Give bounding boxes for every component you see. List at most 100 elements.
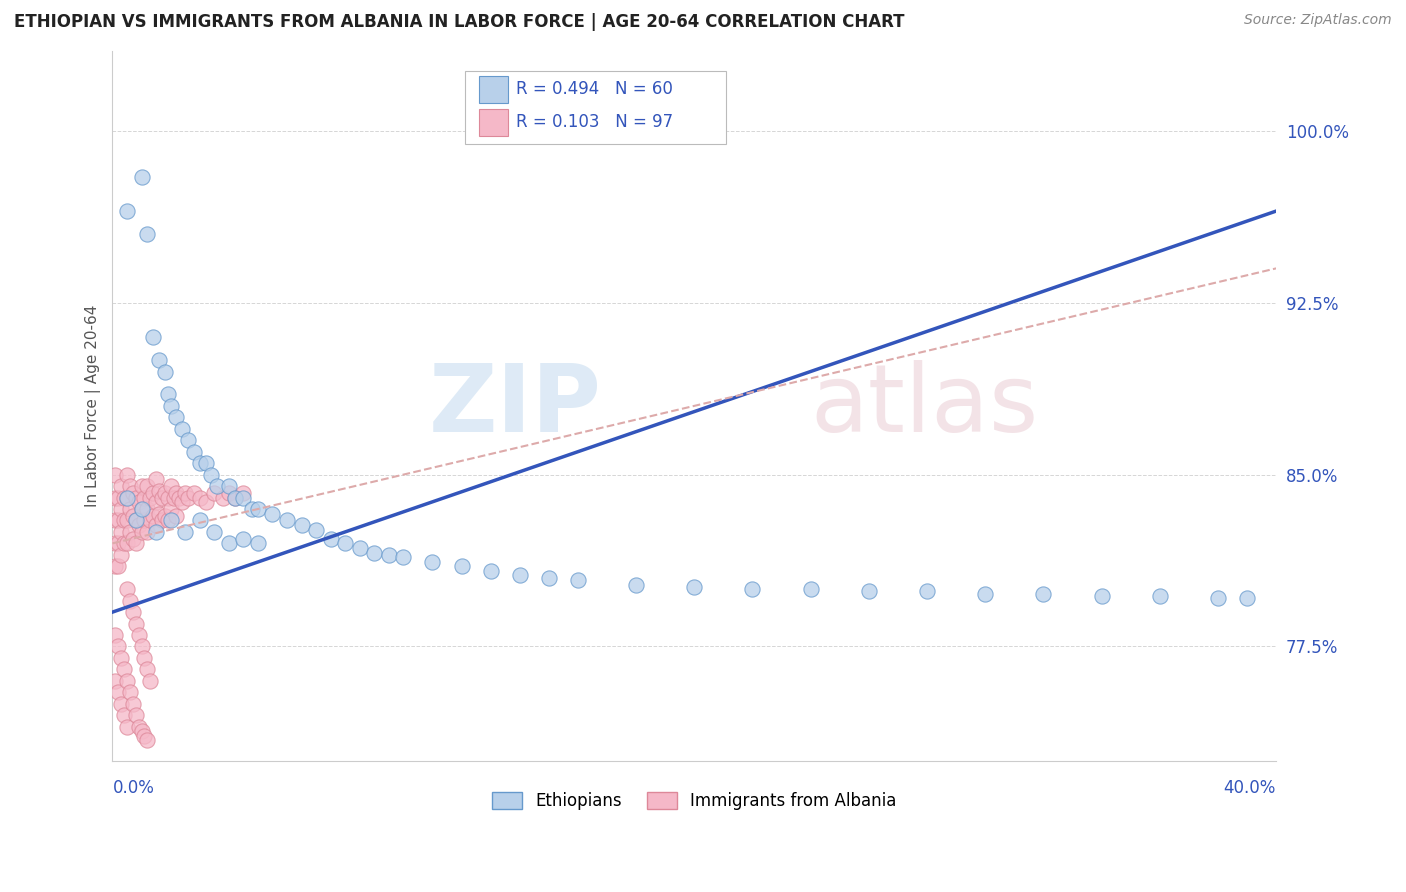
Point [145,524,167,539]
Point [165,486,187,500]
Point [125,513,148,527]
Point [134,491,156,505]
Point [112,491,135,505]
Point [172,422,194,436]
Point [145,472,167,486]
Point [112,536,135,550]
Point [136,227,159,241]
Point [218,479,240,493]
Point [110,479,132,493]
Point [262,507,284,521]
Point [110,524,132,539]
Text: 0.0%: 0.0% [112,780,155,797]
Point [378,548,401,562]
Point [136,662,159,676]
Point [115,204,138,219]
Point [136,479,159,493]
Point [118,685,141,699]
Legend: Ethiopians, Immigrants from Albania: Ethiopians, Immigrants from Albania [485,785,903,817]
Text: R = 0.494   N = 60: R = 0.494 N = 60 [516,80,673,98]
Point [131,502,153,516]
Point [224,491,246,505]
Point [290,518,312,533]
Point [150,491,173,505]
Point [240,502,263,516]
Point [115,720,138,734]
Point [121,697,143,711]
Point [107,559,129,574]
Point [479,564,502,578]
Point [218,486,240,500]
Point [128,720,150,734]
Point [110,502,132,516]
Point [145,518,167,533]
Point [148,353,170,368]
Point [104,513,127,527]
Point [118,502,141,516]
Point [115,536,138,550]
Point [125,616,148,631]
Point [148,507,170,521]
Point [624,577,647,591]
Point [107,513,129,527]
Point [145,495,167,509]
Point [305,523,328,537]
FancyBboxPatch shape [465,70,725,145]
Point [153,486,176,500]
Point [188,456,211,470]
Point [246,536,269,550]
Text: R = 0.103   N = 97: R = 0.103 N = 97 [516,113,673,131]
Point [107,536,129,550]
Point [276,513,298,527]
Text: 40.0%: 40.0% [1223,780,1277,797]
Point [121,532,143,546]
Point [112,708,135,723]
Point [112,662,135,676]
Point [174,486,197,500]
Point [131,169,153,184]
Point [142,330,165,344]
Point [202,486,225,500]
Point [139,491,162,505]
Point [974,587,997,601]
Point [1032,587,1054,601]
Point [246,502,269,516]
Point [134,651,156,665]
Point [134,513,156,527]
Point [915,584,938,599]
Point [104,673,127,688]
Point [349,541,371,555]
Point [194,456,217,470]
Point [153,364,176,378]
Point [172,495,194,509]
Point [232,486,254,500]
Point [319,532,342,546]
Text: Source: ZipAtlas.com: Source: ZipAtlas.com [1244,13,1392,28]
Text: atlas: atlas [811,359,1039,452]
Point [115,582,138,597]
Point [1149,589,1171,603]
Point [183,486,205,500]
Point [131,724,153,739]
Point [121,486,143,500]
Point [115,467,138,482]
Point [142,486,165,500]
Point [194,495,217,509]
Point [104,628,127,642]
Point [188,513,211,527]
Point [741,582,763,597]
Point [177,434,200,448]
Point [118,593,141,607]
Point [110,651,132,665]
Point [139,513,162,527]
Point [110,548,132,562]
Point [159,513,181,527]
Point [128,628,150,642]
Point [232,532,254,546]
Point [131,524,153,539]
Point [150,513,173,527]
Point [165,410,187,425]
Point [115,673,138,688]
Point [131,640,153,654]
Point [115,513,138,527]
